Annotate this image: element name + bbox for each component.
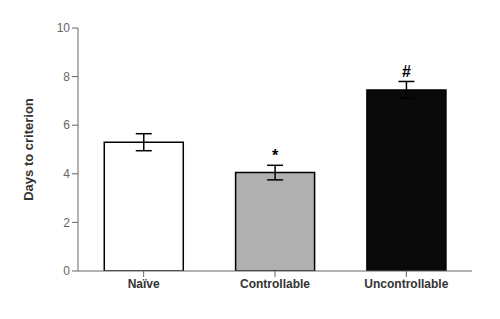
svg-text:*: *	[272, 147, 279, 164]
svg-text:6: 6	[63, 118, 70, 132]
svg-text:8: 8	[63, 70, 70, 84]
svg-text:Naïve: Naïve	[128, 277, 160, 291]
svg-text:Uncontrollable: Uncontrollable	[364, 277, 448, 291]
svg-text:10: 10	[57, 21, 71, 35]
svg-text:Controllable: Controllable	[240, 277, 310, 291]
svg-text:0: 0	[63, 264, 70, 278]
svg-text:#: #	[402, 63, 411, 80]
svg-text:Days to criterion: Days to criterion	[21, 98, 36, 201]
svg-text:2: 2	[63, 216, 70, 230]
svg-text:4: 4	[63, 167, 70, 181]
